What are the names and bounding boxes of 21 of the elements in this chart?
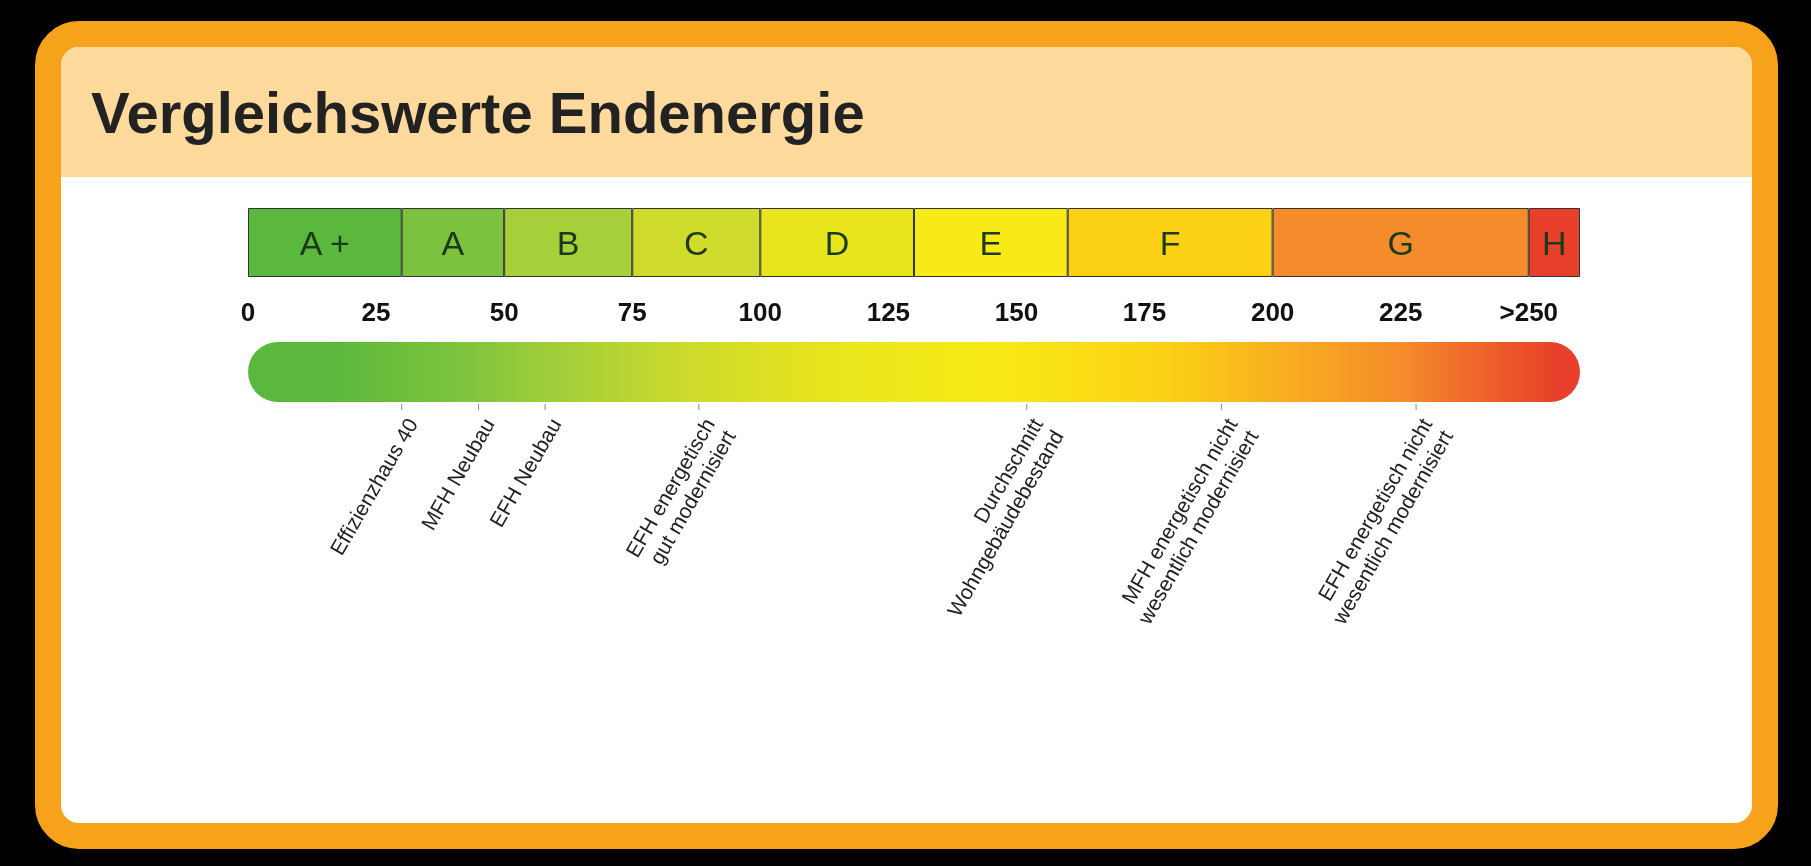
x-tick-label: 0 [240,297,256,327]
series-label: F [1159,223,1181,262]
x-tick-label: 75 [617,297,647,327]
series-label: D [824,223,850,262]
x-tick-label: 125 [866,297,911,327]
x-tick-label: 25 [361,297,391,327]
x-tick-label: 225 [1379,297,1423,327]
series-label: A [441,223,465,262]
x-tick-label: 100 [738,297,782,327]
x-tick-label: 200 [1250,297,1295,327]
x-tick-label: 150 [994,297,1039,327]
series-label: A + [299,223,350,262]
x-tick-label: 175 [1122,297,1167,327]
series-label: H [1542,223,1567,262]
chart-title: Vergleichswerte Endenergie [91,78,865,146]
series-label: B [556,223,580,262]
series-label: C [683,223,709,262]
series-label: G [1387,223,1414,262]
series-label: E [979,223,1003,262]
x-tick-label: 50 [489,297,519,327]
x-tick-label: >250 [1499,297,1559,327]
